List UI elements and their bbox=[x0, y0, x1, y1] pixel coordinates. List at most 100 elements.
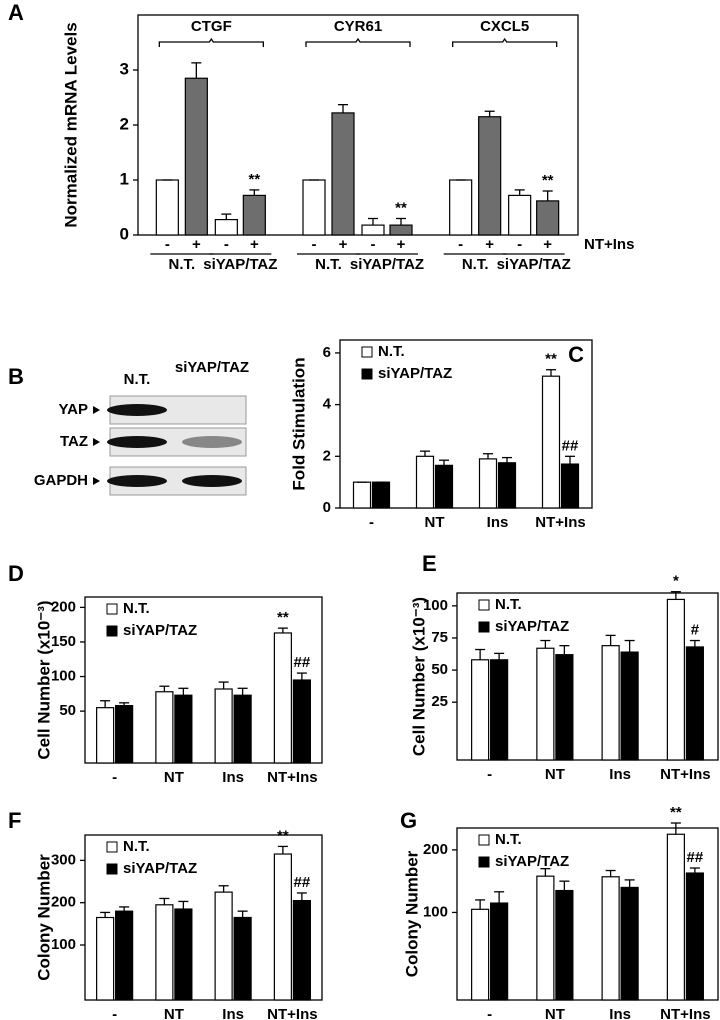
significance-mark: ** bbox=[248, 171, 260, 188]
bar bbox=[685, 872, 704, 1001]
blot-band bbox=[107, 404, 167, 416]
y-tick-label: 300 bbox=[51, 851, 76, 868]
legend-label: siYAP/TAZ bbox=[495, 853, 569, 870]
y-tick-label: 4 bbox=[323, 396, 332, 413]
treatment-label: + bbox=[192, 236, 201, 253]
bar bbox=[174, 908, 193, 1001]
treatment-label: - bbox=[371, 236, 376, 253]
y-tick-label: 0 bbox=[323, 499, 331, 516]
y-axis-label: Cell Number (x10⁻³) bbox=[34, 600, 53, 759]
legend-swatch bbox=[106, 863, 118, 875]
bar bbox=[434, 464, 454, 509]
bar bbox=[214, 219, 238, 236]
y-tick-label: 0 bbox=[120, 224, 129, 243]
legend-label: N.T. bbox=[495, 596, 522, 613]
bar bbox=[115, 910, 134, 1001]
bar bbox=[214, 891, 233, 1001]
treatment-label: + bbox=[397, 236, 406, 253]
significance-mark: ** bbox=[545, 351, 557, 368]
legend-swatch bbox=[361, 346, 373, 358]
bar bbox=[389, 224, 413, 236]
row-arrow bbox=[93, 406, 100, 414]
significance-mark: ** bbox=[395, 199, 407, 216]
bar bbox=[371, 481, 391, 509]
bar bbox=[233, 694, 252, 764]
legend-label: siYAP/TAZ bbox=[123, 622, 197, 639]
bar bbox=[541, 375, 561, 509]
y-axis-label: Fold Stimulation bbox=[289, 357, 308, 490]
y-axis-label: Normalized mRNA Levels bbox=[61, 22, 80, 227]
plot-frame bbox=[456, 827, 719, 1001]
x-tick-label: NT+Ins bbox=[267, 769, 317, 786]
bar bbox=[449, 179, 473, 236]
x-tick-label: NT bbox=[164, 769, 184, 786]
x-tick-label: - bbox=[487, 766, 492, 783]
legend-label: N.T. bbox=[123, 838, 150, 855]
row-label: GAPDH bbox=[34, 472, 88, 489]
panel-label: C bbox=[568, 342, 584, 367]
x-tick-label: - bbox=[487, 1006, 492, 1020]
bar bbox=[620, 651, 639, 761]
condition-label: siYAP/TAZ bbox=[203, 256, 277, 273]
treatment-label: - bbox=[224, 236, 229, 253]
legend-label: siYAP/TAZ bbox=[378, 365, 452, 382]
legend-label: N.T. bbox=[495, 831, 522, 848]
x-tick-label: - bbox=[112, 1006, 117, 1020]
y-tick-label: 200 bbox=[51, 598, 76, 615]
group-brace bbox=[305, 37, 411, 47]
x-tick-label: Ins bbox=[222, 1006, 244, 1020]
y-tick-label: 100 bbox=[51, 668, 76, 685]
treatment-label: + bbox=[339, 236, 348, 253]
bar bbox=[96, 916, 115, 1001]
y-tick-label: 2 bbox=[323, 447, 331, 464]
legend-swatch bbox=[106, 841, 118, 853]
x-tick-label: Ins bbox=[609, 766, 631, 783]
group-title: CTGF bbox=[191, 18, 232, 35]
y-tick-label: 25 bbox=[431, 693, 448, 710]
panel-label: G bbox=[400, 808, 417, 833]
y-tick-label: 2 bbox=[120, 114, 129, 133]
condition-label: siYAP/TAZ bbox=[350, 256, 424, 273]
bar bbox=[174, 694, 193, 764]
plot-frame bbox=[84, 596, 323, 764]
panel-label: F bbox=[8, 808, 21, 833]
x-tick-label: - bbox=[112, 769, 117, 786]
y-axis-label: Colony Number bbox=[34, 854, 53, 981]
legend-swatch bbox=[361, 368, 373, 380]
bar bbox=[555, 889, 574, 1001]
bar bbox=[96, 707, 115, 764]
legend-swatch bbox=[106, 625, 118, 637]
y-tick-label: 75 bbox=[431, 629, 448, 646]
bar bbox=[478, 116, 502, 236]
bar bbox=[536, 647, 555, 761]
y-tick-label: 50 bbox=[431, 661, 448, 678]
x-tick-label: NT+Ins bbox=[660, 1006, 710, 1020]
plot-frame bbox=[456, 592, 719, 761]
legend-label: N.T. bbox=[378, 343, 405, 360]
x-tick-label: NT+Ins bbox=[267, 1006, 317, 1020]
y-tick-label: 200 bbox=[51, 894, 76, 911]
bar bbox=[478, 458, 498, 509]
x-tick-label: NT bbox=[164, 1006, 184, 1020]
bar bbox=[184, 77, 208, 236]
blot-band bbox=[182, 475, 242, 487]
x-tick-label: NT bbox=[545, 766, 565, 783]
blot-band bbox=[107, 436, 167, 448]
x-tick-label: NT bbox=[545, 1006, 565, 1020]
treatment-label: - bbox=[517, 236, 522, 253]
bar bbox=[292, 899, 311, 1001]
blot-band bbox=[182, 436, 242, 448]
y-tick-label: 1 bbox=[120, 169, 129, 188]
row-label: YAP bbox=[59, 401, 88, 418]
y-axis-label: Colony Number bbox=[402, 850, 421, 977]
bar bbox=[155, 691, 174, 764]
bar bbox=[666, 598, 685, 761]
treatment-label: + bbox=[250, 236, 259, 253]
bar bbox=[685, 646, 704, 761]
significance-mark: ** bbox=[277, 609, 289, 626]
bar bbox=[666, 833, 685, 1001]
legend-swatch bbox=[478, 599, 490, 611]
row-label: TAZ bbox=[60, 433, 88, 450]
legend-swatch bbox=[478, 856, 490, 868]
